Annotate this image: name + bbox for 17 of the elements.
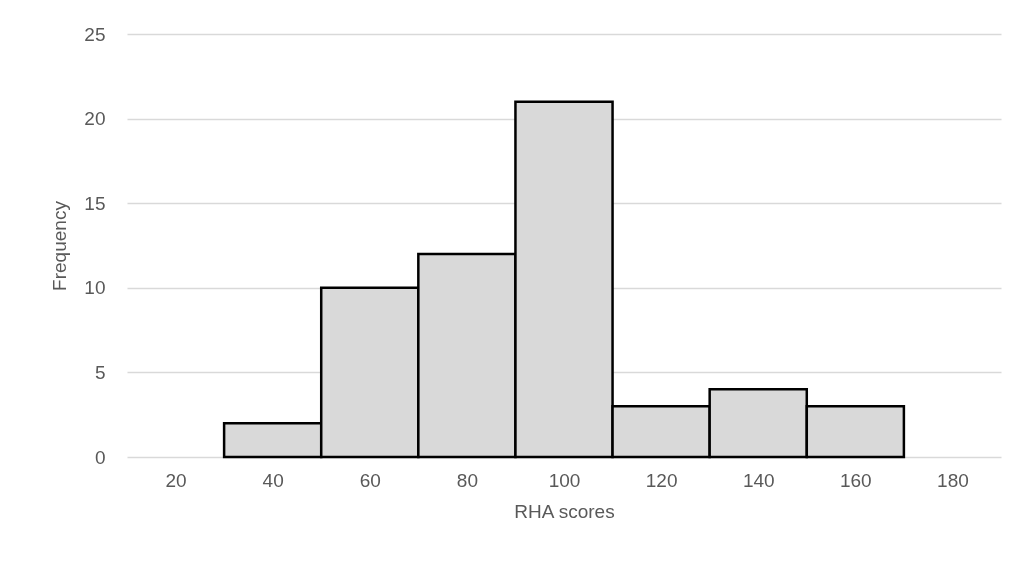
x-tick-label: 80 bbox=[456, 469, 478, 491]
y-tick-label: 15 bbox=[84, 192, 106, 214]
y-tick-label: 10 bbox=[84, 277, 106, 299]
y-tick-label: 25 bbox=[84, 23, 106, 45]
x-tick-label: 140 bbox=[742, 469, 775, 491]
x-tick-label: 180 bbox=[937, 469, 969, 491]
y-tick-label: 0 bbox=[94, 446, 106, 468]
y-tick-label: 20 bbox=[84, 108, 106, 130]
x-axis-title: RHA scores bbox=[514, 500, 615, 522]
x-tick-label: 160 bbox=[839, 469, 872, 491]
x-tick-label: 40 bbox=[262, 469, 284, 491]
x-tick-label: 60 bbox=[359, 469, 381, 491]
x-tick-label: 120 bbox=[645, 469, 678, 491]
x-tick-label: 100 bbox=[548, 469, 581, 491]
y-tick-label: 5 bbox=[94, 361, 106, 383]
y-axis-title: Frequency bbox=[49, 200, 71, 291]
x-tick-label: 20 bbox=[165, 469, 187, 491]
